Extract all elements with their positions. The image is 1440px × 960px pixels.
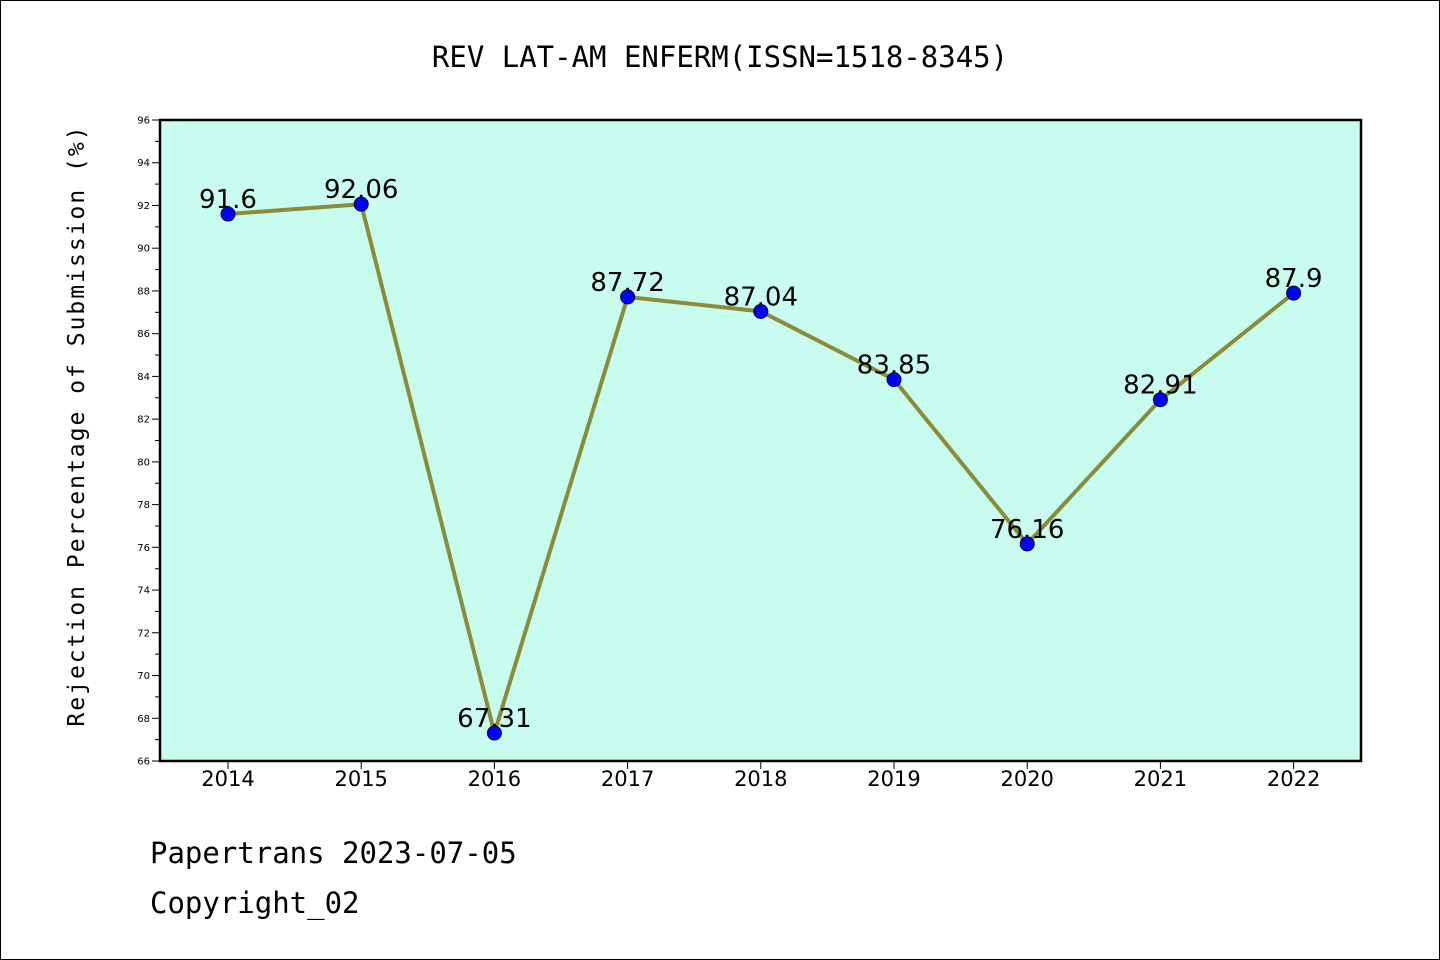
y-tick-label: 80 [137,457,150,468]
plot-border [158,118,1363,763]
chart-title: REV LAT-AM ENFERM(ISSN=1518-8345) [432,40,1008,74]
y-tick-label: 94 [137,158,150,169]
y-axis-label: Rejection Percentage of Submission (%) [64,124,90,726]
x-tick-label: 2020 [1000,767,1053,791]
data-point [1152,392,1168,408]
y-tick-label: 70 [137,671,150,682]
y-tick-label: 86 [137,329,150,340]
footer-date: Papertrans 2023-07-05 [150,836,517,870]
y-tick-label: 82 [137,415,150,426]
footer-copyright: Copyright_02 [150,886,360,920]
data-point [620,289,636,305]
x-tick-label: 2014 [201,767,254,791]
x-tick-label: 2015 [334,767,387,791]
x-tick-label: 2022 [1267,767,1320,791]
y-tick-label: 78 [137,500,150,511]
data-point [1019,536,1035,552]
x-tick-label: 2016 [468,767,521,791]
x-tick-label: 2019 [867,767,920,791]
data-point [353,196,369,212]
y-tick-label: 68 [137,714,150,725]
data-point [486,725,502,741]
y-tick-label: 92 [137,201,150,212]
y-tick-label: 76 [137,543,150,554]
y-tick-label: 84 [137,372,150,383]
y-tick-label: 96 [137,116,150,127]
data-point [886,372,902,388]
data-point [220,206,236,222]
y-tick-label: 90 [137,244,150,255]
plot-area [160,120,1361,761]
y-tick-label: 72 [137,628,150,639]
y-tick-label: 66 [137,757,150,768]
x-tick-label: 2018 [734,767,787,791]
data-point [1286,285,1302,301]
data-point [753,303,769,319]
y-tick-label: 74 [137,586,150,597]
x-tick-label: 2021 [1134,767,1187,791]
y-tick-label: 88 [137,286,150,297]
x-tick-label: 2017 [601,767,654,791]
